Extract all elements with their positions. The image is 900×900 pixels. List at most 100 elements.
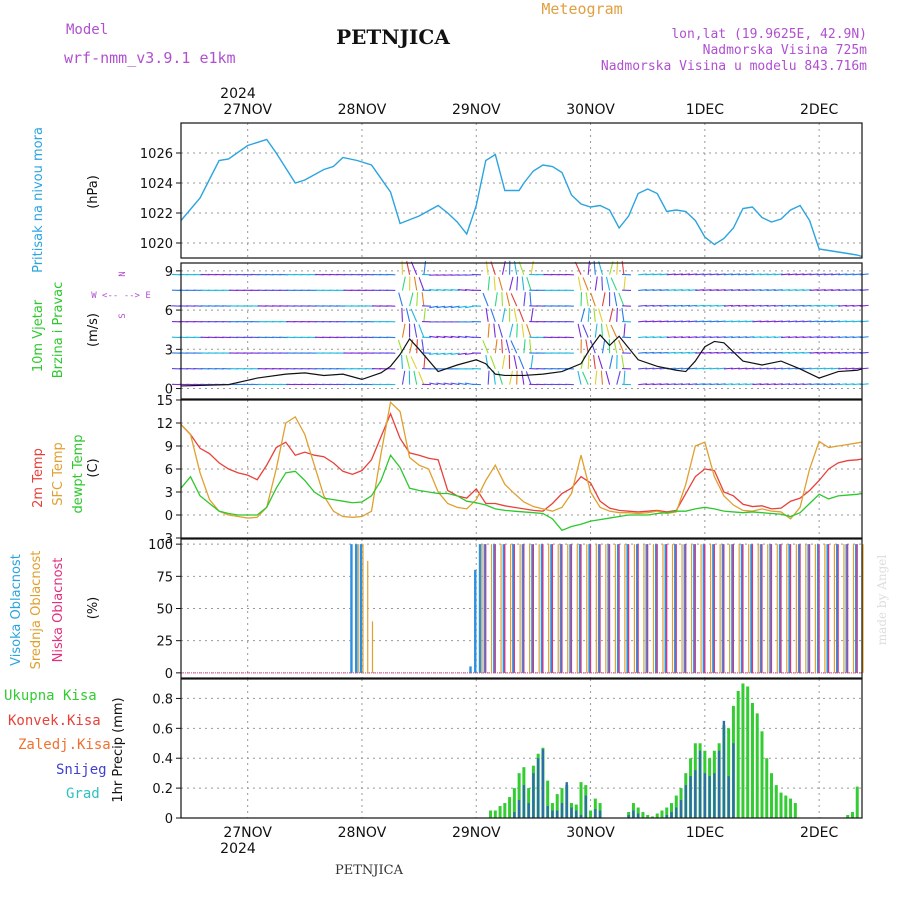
- wind-arrow: [497, 323, 503, 338]
- bottom-day-labels: 27NOV 28NOV 29NOV 30NOV 1DEC 2DEC: [223, 825, 838, 841]
- cloud-high-bar: [626, 544, 629, 673]
- page-title: PETNJICA: [336, 25, 450, 49]
- precip-convective-bar: [517, 800, 521, 818]
- precip-convective-bar: [565, 782, 568, 818]
- wind-arrow: [738, 273, 748, 276]
- wind-arrow: [659, 304, 669, 307]
- y-tick-label: 9: [165, 440, 173, 455]
- panel-frame: [180, 538, 863, 679]
- cloud-high-bar: [578, 544, 582, 673]
- wind-arrow: [716, 351, 726, 354]
- wind-arrow: [788, 383, 798, 386]
- wind-arrow: [838, 351, 848, 354]
- wind-arrow: [859, 336, 869, 339]
- y-tick-label: 0: [165, 812, 173, 827]
- pressure-line: [180, 138, 863, 258]
- wind-arrow: [702, 273, 712, 276]
- cloud-high-bar: [502, 544, 506, 673]
- wind-arrow: [523, 292, 526, 307]
- y-tick-label: 0.4: [152, 752, 173, 767]
- precip-total-bar: [489, 810, 493, 818]
- wind-arrow: [816, 304, 826, 307]
- wind-arrow: [638, 320, 648, 323]
- wind-arrow: [673, 320, 683, 323]
- wind-arrow: [752, 383, 762, 386]
- precip-frozen-label: Zaledj.Kisa: [18, 737, 111, 753]
- wind-arrow: [802, 273, 812, 276]
- wind-arrow: [809, 273, 819, 276]
- wind-arrow: [716, 289, 726, 292]
- wind-arrow: [738, 289, 748, 292]
- wind-arrow: [505, 292, 511, 307]
- precip-conv-label: Konvek.Kisa: [8, 713, 101, 729]
- wind-arrow: [601, 292, 606, 307]
- y-tick-label: 6: [165, 463, 173, 478]
- wind-arrow: [730, 304, 741, 307]
- wind-arrow: [838, 273, 848, 276]
- precip-convective-bar: [679, 800, 683, 818]
- cloud-high-bar: [588, 544, 591, 673]
- precip-total-bar: [784, 795, 788, 818]
- wind-arrow: [795, 336, 805, 339]
- wind-arrow: [594, 323, 598, 338]
- wind-arrow: [487, 323, 490, 338]
- wind-arrow: [838, 289, 848, 292]
- wind-arrow: [436, 288, 446, 292]
- top-day-label: 28NOV: [338, 102, 387, 118]
- cloud-high-bar: [674, 544, 677, 673]
- wind-arrow: [709, 367, 719, 370]
- wind-arrow: [838, 336, 848, 339]
- wind-arrow: [666, 336, 676, 339]
- wind-arrow: [493, 276, 496, 291]
- wind-arrow: [638, 304, 648, 307]
- precip-total-bar: [750, 702, 754, 818]
- cloud-high-bar: [835, 544, 839, 673]
- precip-convective-bar: [532, 773, 535, 818]
- wind-arrow: [457, 305, 467, 309]
- wind-arrow: [830, 367, 841, 370]
- wind-arrow: [773, 304, 783, 307]
- wind-arrow: [802, 320, 812, 323]
- wind-arrow: [482, 292, 489, 307]
- wind-arrow: [443, 352, 453, 356]
- precip-convective-bar: [546, 806, 549, 818]
- cloud-high-bar: [721, 544, 725, 673]
- wind-arrow: [405, 308, 411, 322]
- wind-arrow: [429, 305, 439, 309]
- wind-arrow: [759, 320, 769, 323]
- wind-arrow: [666, 320, 676, 323]
- bottom-year-label: 2024: [220, 841, 256, 857]
- precip-convective-bar: [698, 750, 702, 818]
- wind-arrow: [695, 383, 705, 386]
- precip-convective-bar: [632, 810, 635, 818]
- y-tick-label: 100: [148, 538, 173, 553]
- panel-frame: [180, 122, 863, 259]
- wind-arrow: [709, 320, 719, 323]
- wind-arrow: [780, 383, 791, 386]
- temp-unit: (C): [86, 458, 101, 477]
- wind-arrow: [738, 367, 748, 370]
- wind-arrow: [510, 293, 518, 307]
- wind-title-2: Brzina i Pravac: [51, 282, 66, 379]
- wind-arrow: [638, 273, 648, 276]
- wind-compass: W <-- --> E: [91, 291, 151, 301]
- wind-arrow: [809, 336, 819, 339]
- wind-speed-line: [180, 333, 863, 387]
- panel-frame: [180, 399, 863, 539]
- wind-arrow: [494, 339, 498, 354]
- wind-arrow: [852, 273, 862, 276]
- top-day-label: 29NOV: [452, 102, 501, 118]
- wind-arrow: [730, 320, 741, 323]
- cloud-high-bar: [359, 544, 363, 673]
- wind-arrow: [838, 383, 848, 386]
- wind-arrow: [773, 289, 783, 292]
- wind-arrow: [513, 307, 518, 322]
- wind-arrow: [401, 323, 406, 338]
- cloud-high-bar: [512, 544, 515, 673]
- wind-arrow: [716, 383, 726, 386]
- wind-arrow: [680, 383, 691, 386]
- wind-arrow: [859, 383, 869, 386]
- model-name: wrf-nmm_v3.9.1 e1km: [64, 49, 236, 67]
- wind-arrow: [498, 276, 503, 291]
- wind-arrow: [429, 352, 439, 356]
